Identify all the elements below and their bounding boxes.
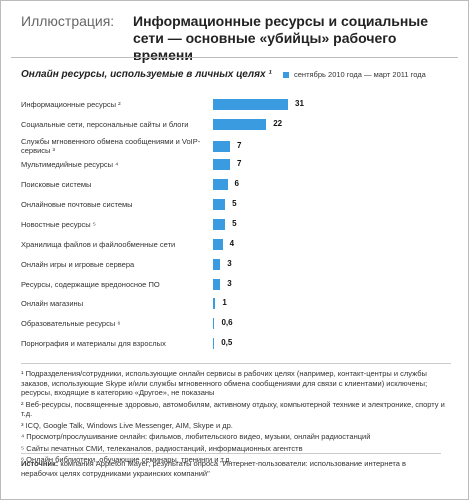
- value-label: 7: [236, 141, 242, 150]
- separator: [11, 57, 458, 58]
- category-label: Образовательные ресурсы ⁶: [21, 318, 121, 328]
- chart-title: Информационные ресурсы и социальные сети…: [133, 13, 429, 63]
- footnote: ¹ Подразделения/сотрудники, использующие…: [21, 369, 428, 397]
- bar: [213, 158, 230, 170]
- value-label: 4: [229, 239, 235, 248]
- footnote: ⁵ Сайты печатных СМИ, телеканалов, радио…: [21, 443, 303, 453]
- value-label: 0,6: [221, 318, 233, 327]
- footnotes: ¹ Подразделения/сотрудники, использующие…: [21, 369, 451, 467]
- subtitle: Онлайн ресурсы, используемые в личных це…: [21, 69, 272, 80]
- bar: [213, 258, 221, 270]
- bar: [213, 337, 215, 349]
- bar: [213, 178, 228, 190]
- value-label: 0,5: [221, 338, 233, 347]
- source-label: Источник:: [21, 459, 59, 468]
- footnote: ³ ICQ, Google Talk, Windows Live Messeng…: [21, 420, 233, 430]
- value-label: 5: [232, 219, 237, 228]
- legend-swatch: [283, 72, 289, 78]
- category-label: Онлайн магазины: [21, 298, 84, 308]
- separator: [21, 363, 451, 364]
- category-label: Онлайн игры и игровые сервера: [21, 259, 135, 269]
- bar: [213, 218, 226, 230]
- value-label: 3: [227, 259, 232, 268]
- bar: [213, 140, 230, 152]
- source-text: компания Appleton Mayer; результаты опро…: [21, 459, 406, 478]
- footnote: ² Веб-ресурсы, посвященные здоровью, авт…: [21, 399, 445, 419]
- category-label: Ресурсы, содержащие вредоносное ПО: [21, 279, 160, 289]
- category-label: Поисковые системы: [21, 179, 92, 189]
- bar: [213, 278, 221, 290]
- bar: [213, 238, 223, 250]
- legend-label: сентябрь 2010 года — март 2011 года: [294, 70, 426, 79]
- bar: [213, 317, 215, 329]
- category-label: Порнография и материалы для взрослых: [21, 338, 166, 348]
- value-label: 3: [227, 279, 232, 288]
- category-label: Мультимедийные ресурсы ⁴: [21, 159, 119, 169]
- value-label: 6: [234, 179, 239, 188]
- value-label: 31: [295, 99, 304, 108]
- category-label: Информационные ресурсы ²: [21, 99, 121, 109]
- bar: [213, 118, 267, 130]
- bar: [213, 98, 289, 110]
- source: Источник: компания Appleton Mayer; резул…: [21, 453, 441, 479]
- footnote: ⁴ Просмотр/прослушивание онлайн: фильмов…: [21, 432, 371, 441]
- value-label: 5: [232, 199, 237, 208]
- category-label: Социальные сети, персональные сайты и бл…: [21, 119, 189, 129]
- footnote: ⁶ Онлайн библиотеки, обучающие семинары,…: [21, 455, 232, 464]
- category-label: Новостные ресурсы ⁵: [21, 219, 96, 229]
- bar: [213, 297, 216, 309]
- value-label: 22: [273, 119, 283, 128]
- bar: [213, 198, 226, 210]
- category-label: Хранилища файлов и файлообменные сети: [21, 239, 176, 249]
- category-label: Службы мгновенного обмена сообщениями и …: [21, 137, 201, 155]
- value-label: 7: [236, 159, 242, 168]
- category-label: Онлайновые почтовые системы: [21, 199, 133, 209]
- header-label: Иллюстрация:: [21, 13, 115, 29]
- value-label: 1: [222, 298, 227, 307]
